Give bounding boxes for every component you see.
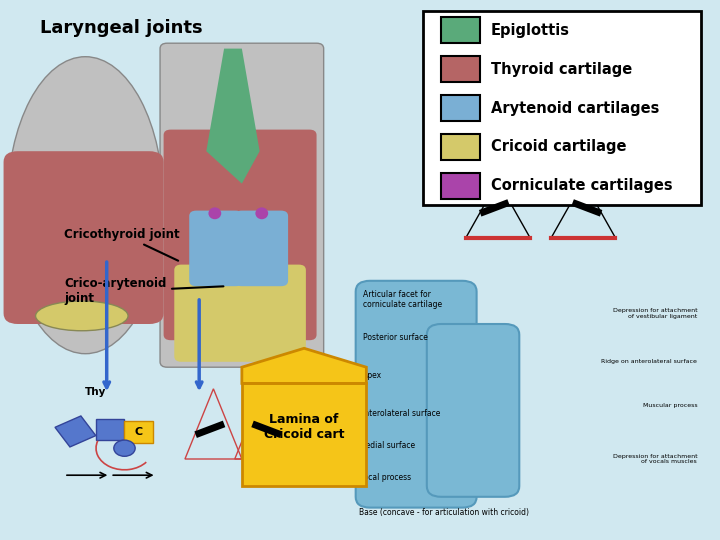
Text: Articular facet for
corniculate cartilage: Articular facet for corniculate cartilag… bbox=[363, 290, 442, 309]
Bar bbox=[125, 421, 153, 443]
Text: Crico-arytenoid
joint: Crico-arytenoid joint bbox=[64, 278, 223, 306]
Text: Arytenoid cart: Arytenoid cart bbox=[546, 187, 636, 197]
FancyBboxPatch shape bbox=[163, 130, 317, 340]
Polygon shape bbox=[207, 49, 260, 184]
Bar bbox=[441, 17, 480, 43]
Bar bbox=[441, 56, 480, 82]
FancyBboxPatch shape bbox=[160, 43, 324, 367]
Text: Cricoid cartilage: Cricoid cartilage bbox=[491, 139, 626, 154]
Text: Epiglottis: Epiglottis bbox=[491, 23, 570, 38]
Circle shape bbox=[114, 440, 135, 456]
Bar bbox=[441, 95, 480, 121]
Text: Laryngeal joints: Laryngeal joints bbox=[40, 19, 202, 37]
FancyBboxPatch shape bbox=[356, 281, 477, 508]
Polygon shape bbox=[242, 348, 366, 383]
FancyBboxPatch shape bbox=[174, 265, 306, 362]
Text: Corniculate cartilages: Corniculate cartilages bbox=[491, 178, 672, 193]
Text: Thyroid cartilage: Thyroid cartilage bbox=[491, 62, 632, 77]
Ellipse shape bbox=[208, 207, 221, 219]
FancyBboxPatch shape bbox=[235, 211, 288, 286]
Text: Cricothyroid joint: Cricothyroid joint bbox=[64, 227, 180, 261]
FancyBboxPatch shape bbox=[423, 11, 701, 205]
Text: Posterior surface: Posterior surface bbox=[363, 333, 428, 342]
Ellipse shape bbox=[35, 301, 128, 330]
Ellipse shape bbox=[256, 207, 268, 219]
Text: Apex: Apex bbox=[363, 371, 382, 380]
Text: Depression for attachment
of vocals muscles: Depression for attachment of vocals musc… bbox=[613, 454, 697, 464]
Text: Vocal process: Vocal process bbox=[359, 474, 411, 482]
Text: C: C bbox=[135, 427, 143, 437]
FancyBboxPatch shape bbox=[4, 151, 163, 324]
Bar bbox=[96, 418, 125, 440]
Text: Depression for attachment
of vestibular ligament: Depression for attachment of vestibular … bbox=[613, 308, 697, 319]
Text: Base (concave - for articulation with cricoid): Base (concave - for articulation with cr… bbox=[359, 509, 529, 517]
Bar bbox=[441, 134, 480, 160]
Text: Anterolateral surface: Anterolateral surface bbox=[359, 409, 441, 417]
Text: Muscular process: Muscular process bbox=[642, 402, 697, 408]
Text: Thy: Thy bbox=[86, 387, 107, 397]
Bar bbox=[441, 173, 480, 199]
Ellipse shape bbox=[7, 57, 163, 354]
FancyBboxPatch shape bbox=[427, 324, 519, 497]
FancyBboxPatch shape bbox=[189, 211, 243, 286]
Text: Lamina of
Cricoid cart: Lamina of Cricoid cart bbox=[264, 413, 344, 441]
Text: Arytenoid cartilages: Arytenoid cartilages bbox=[491, 100, 660, 116]
Text: Ridge on anterolateral surface: Ridge on anterolateral surface bbox=[601, 359, 697, 364]
FancyBboxPatch shape bbox=[242, 383, 366, 486]
Bar bbox=[55, 416, 96, 447]
Text: Medial surface: Medial surface bbox=[359, 441, 415, 450]
